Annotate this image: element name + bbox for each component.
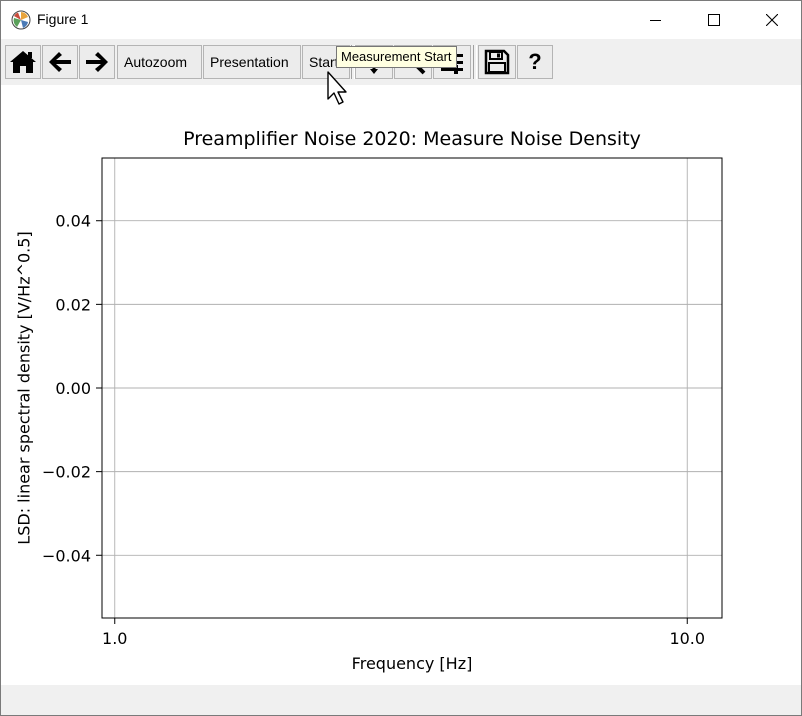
x-tick-label: 10.0 <box>669 629 705 648</box>
home-icon <box>9 49 37 75</box>
home-button[interactable] <box>5 45 41 79</box>
navigation-toolbar: Autozoom Presentation Start <box>1 39 801 85</box>
y-tick-label: 0.00 <box>55 379 91 398</box>
y-tick-label: 0.04 <box>55 212 91 231</box>
window-title: Figure 1 <box>37 11 89 27</box>
save-icon <box>484 49 510 75</box>
close-button[interactable] <box>743 1 801 39</box>
x-axis-label: Frequency [Hz] <box>352 654 473 673</box>
y-tick-label: −0.02 <box>42 463 91 482</box>
matplotlib-logo-icon <box>11 10 31 30</box>
tooltip: Measurement Start <box>336 46 457 68</box>
y-tick-label: −0.04 <box>42 546 91 565</box>
minimize-button[interactable] <box>627 1 685 39</box>
title-bar[interactable]: Figure 1 <box>1 1 801 39</box>
y-axis-label: LSD: linear spectral density [V/Hz^0.5] <box>15 231 34 544</box>
back-button[interactable] <box>42 45 78 79</box>
arrow-right-icon <box>84 50 110 74</box>
toolbar-separator <box>473 45 477 79</box>
presentation-button[interactable]: Presentation <box>203 45 301 79</box>
chart-title: Preamplifier Noise 2020: Measure Noise D… <box>183 128 641 150</box>
autozoom-button[interactable]: Autozoom <box>117 45 202 79</box>
maximize-button[interactable] <box>685 1 743 39</box>
figure-canvas[interactable]: −0.04 −0.02 0.00 0.02 0.04 1.0 10.0 Preamplifi… <box>1 85 801 685</box>
forward-button[interactable] <box>79 45 115 79</box>
arrow-left-icon <box>47 50 73 74</box>
minimize-icon <box>650 14 662 26</box>
maximize-icon <box>708 14 720 26</box>
status-bar <box>1 685 801 715</box>
save-button[interactable] <box>478 45 516 79</box>
x-tick-label: 1.0 <box>102 629 127 648</box>
help-button[interactable]: ? <box>517 45 553 79</box>
y-tick-label: 0.02 <box>55 295 91 314</box>
plot-area[interactable]: −0.04 −0.02 0.00 0.02 0.04 1.0 10.0 Preamplifi… <box>1 85 801 685</box>
mouse-cursor-icon <box>327 71 349 113</box>
close-icon <box>766 14 778 26</box>
